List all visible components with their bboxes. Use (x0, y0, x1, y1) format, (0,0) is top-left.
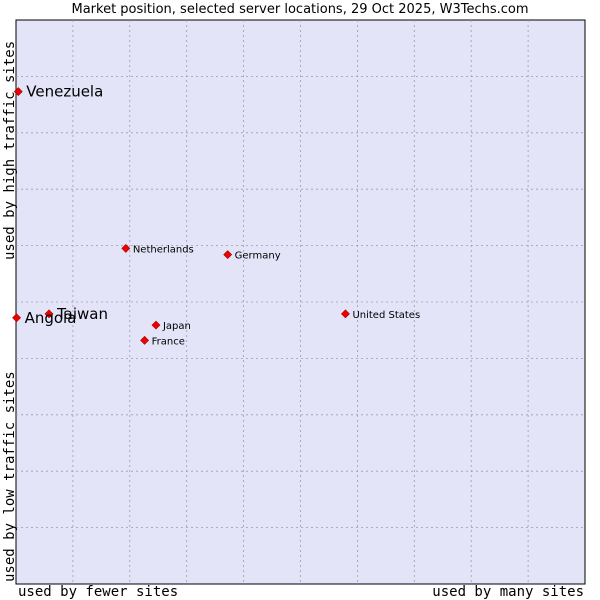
point-marker-angola (12, 313, 21, 323)
x-axis-label-many: used by many sites (432, 584, 584, 600)
chart-title: Market position, selected server locatio… (71, 2, 529, 17)
y-axis-label-low-traffic: used by low traffic sites (2, 371, 18, 582)
point-marker-taiwan (44, 309, 54, 319)
point-label-angola: Angola (25, 309, 77, 327)
point-label-germany: Germany (235, 251, 281, 262)
point-marker-venezuela (13, 87, 23, 97)
x-axis-label-fewer: used by fewer sites (18, 584, 179, 600)
point-label-venezuela: Venezuela (26, 83, 103, 101)
point-label-taiwan: Taiwan (56, 305, 108, 323)
point-label-netherlands: Netherlands (133, 244, 194, 255)
point-label-japan: Japan (162, 321, 191, 332)
point-label-united-states: United States (352, 310, 420, 321)
point-marker-france (140, 335, 150, 345)
y-axis-label-high-traffic: used by high traffic sites (2, 40, 18, 260)
point-marker-germany (223, 250, 233, 260)
grid-lines (16, 20, 585, 584)
point-label-france: France (152, 336, 185, 347)
point-marker-japan (151, 320, 161, 330)
point-marker-netherlands (121, 243, 131, 253)
point-marker-united-states (341, 309, 350, 319)
